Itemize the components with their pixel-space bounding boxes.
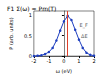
- svg-text:1: 1: [29, 12, 32, 18]
- svg-text:0.5: 0.5: [24, 33, 32, 39]
- svg-text:P (arb. units): P (arb. units): [8, 17, 14, 49]
- svg-text:0: 0: [28, 53, 32, 60]
- svg-text:-1: -1: [46, 58, 51, 64]
- svg-text:1: 1: [77, 58, 80, 64]
- svg-text:ΔE: ΔE: [81, 33, 88, 39]
- svg-text:0: 0: [62, 58, 65, 64]
- svg-text:F1 Σ(ω) = Pm(T): F1 Σ(ω) = Pm(T): [7, 5, 56, 12]
- svg-text:ω (eV): ω (eV): [56, 68, 72, 74]
- svg-text:2: 2: [92, 58, 95, 64]
- svg-text:-2: -2: [31, 58, 36, 64]
- svg-text:E_F: E_F: [79, 22, 88, 29]
